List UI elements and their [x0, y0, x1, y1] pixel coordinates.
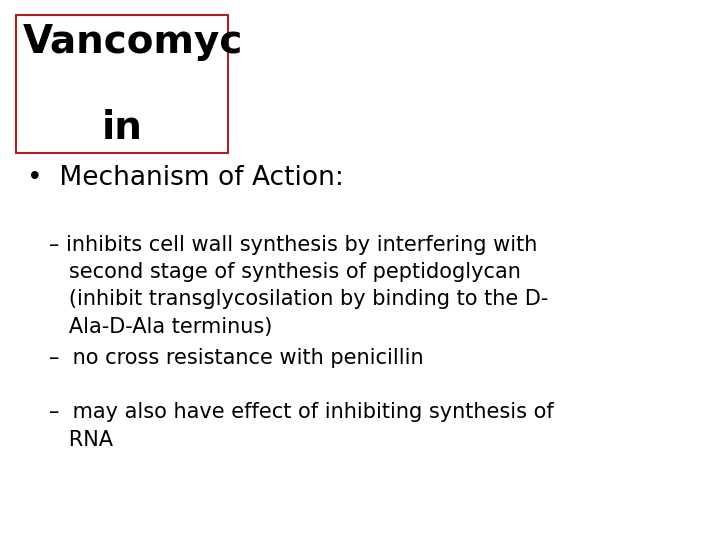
Text: –  no cross resistance with penicillin: – no cross resistance with penicillin [49, 348, 423, 368]
Text: – inhibits cell wall synthesis by interfering with
   second stage of synthesis : – inhibits cell wall synthesis by interf… [49, 235, 549, 336]
Text: Vancomyc: Vancomyc [23, 23, 243, 61]
Text: •  Mechanism of Action:: • Mechanism of Action: [27, 165, 344, 191]
Bar [16, 15, 228, 153]
Text: in: in [102, 110, 143, 147]
Text: –  may also have effect of inhibiting synthesis of
   RNA: – may also have effect of inhibiting syn… [49, 402, 554, 449]
